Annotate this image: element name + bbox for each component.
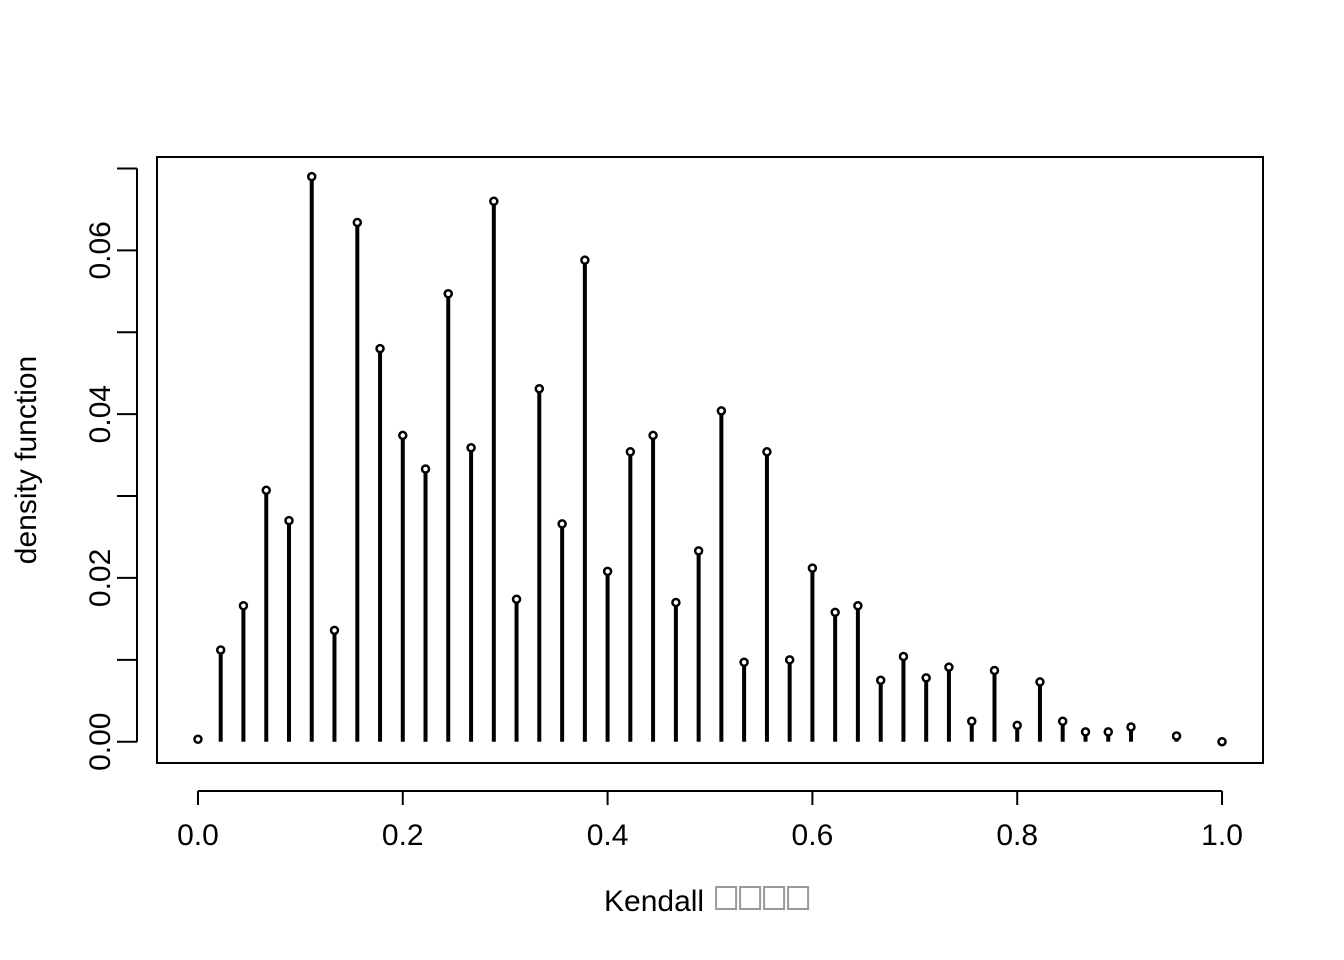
plot-frame <box>156 156 1264 764</box>
point-0 <box>193 734 203 745</box>
x-axis-title-text: Kendall <box>604 885 704 918</box>
point-6 <box>329 625 340 636</box>
missing-glyph-box-3 <box>787 886 810 910</box>
y-tick-label-2: 0.02 <box>84 549 117 607</box>
x-tick-label-4: 0.8 <box>996 819 1038 852</box>
point-20 <box>648 430 658 441</box>
x-tick-label-2: 0.4 <box>587 819 629 852</box>
x-axis: 0.0 0.2 0.4 0.6 0.8 1.0 <box>177 790 1243 852</box>
point-21 <box>671 597 681 608</box>
point-14 <box>511 594 522 604</box>
point-32 <box>921 673 931 683</box>
point-42 <box>1171 731 1182 741</box>
points-group <box>193 171 1227 747</box>
y-axis: 0.00 0.02 0.04 0.06 <box>84 167 138 771</box>
x-tick-label-3: 0.6 <box>792 819 834 852</box>
point-35 <box>989 665 1000 676</box>
point-27 <box>807 563 818 573</box>
point-15 <box>534 384 545 394</box>
point-1 <box>215 645 226 655</box>
point-3 <box>261 485 272 496</box>
point-4 <box>284 515 294 526</box>
point-39 <box>1080 727 1091 737</box>
point-30 <box>875 675 886 686</box>
point-31 <box>898 651 909 662</box>
point-36 <box>1012 720 1022 731</box>
stems-group <box>195 176 1179 742</box>
point-2 <box>238 601 249 611</box>
missing-glyph-box-2 <box>763 886 786 910</box>
x-tick-label-5: 1.0 <box>1201 819 1243 852</box>
y-tick-label-4: 0.04 <box>84 385 117 443</box>
y-tick-label-6: 0.06 <box>84 221 117 279</box>
x-axis-title-missing-glyphs <box>715 886 810 910</box>
point-16 <box>557 519 567 529</box>
point-34 <box>967 716 977 726</box>
point-13 <box>489 196 499 206</box>
y-tick-label-0: 0.00 <box>84 713 117 771</box>
point-19 <box>625 447 636 457</box>
point-8 <box>375 343 385 354</box>
point-5 <box>306 171 317 182</box>
x-axis-title: Kendall <box>604 885 810 918</box>
point-10 <box>420 464 431 474</box>
y-axis-title: density function <box>10 356 43 564</box>
point-7 <box>352 217 363 228</box>
point-25 <box>762 447 772 457</box>
point-33 <box>944 662 954 672</box>
point-40 <box>1103 727 1114 737</box>
point-17 <box>580 255 590 265</box>
point-18 <box>602 566 613 577</box>
point-28 <box>830 607 840 618</box>
point-43 <box>1217 736 1227 747</box>
point-29 <box>853 601 863 611</box>
point-12 <box>466 442 476 453</box>
point-37 <box>1035 677 1045 687</box>
point-23 <box>716 406 727 416</box>
point-11 <box>443 289 453 299</box>
point-38 <box>1057 716 1068 726</box>
missing-glyph-box-1 <box>739 886 762 910</box>
point-41 <box>1126 722 1136 732</box>
point-24 <box>739 657 749 668</box>
missing-glyph-box-0 <box>715 886 738 910</box>
point-9 <box>398 430 408 441</box>
x-tick-label-0: 0.0 <box>177 819 219 852</box>
point-22 <box>693 546 704 556</box>
point-26 <box>784 655 795 665</box>
x-tick-label-1: 0.2 <box>382 819 424 852</box>
